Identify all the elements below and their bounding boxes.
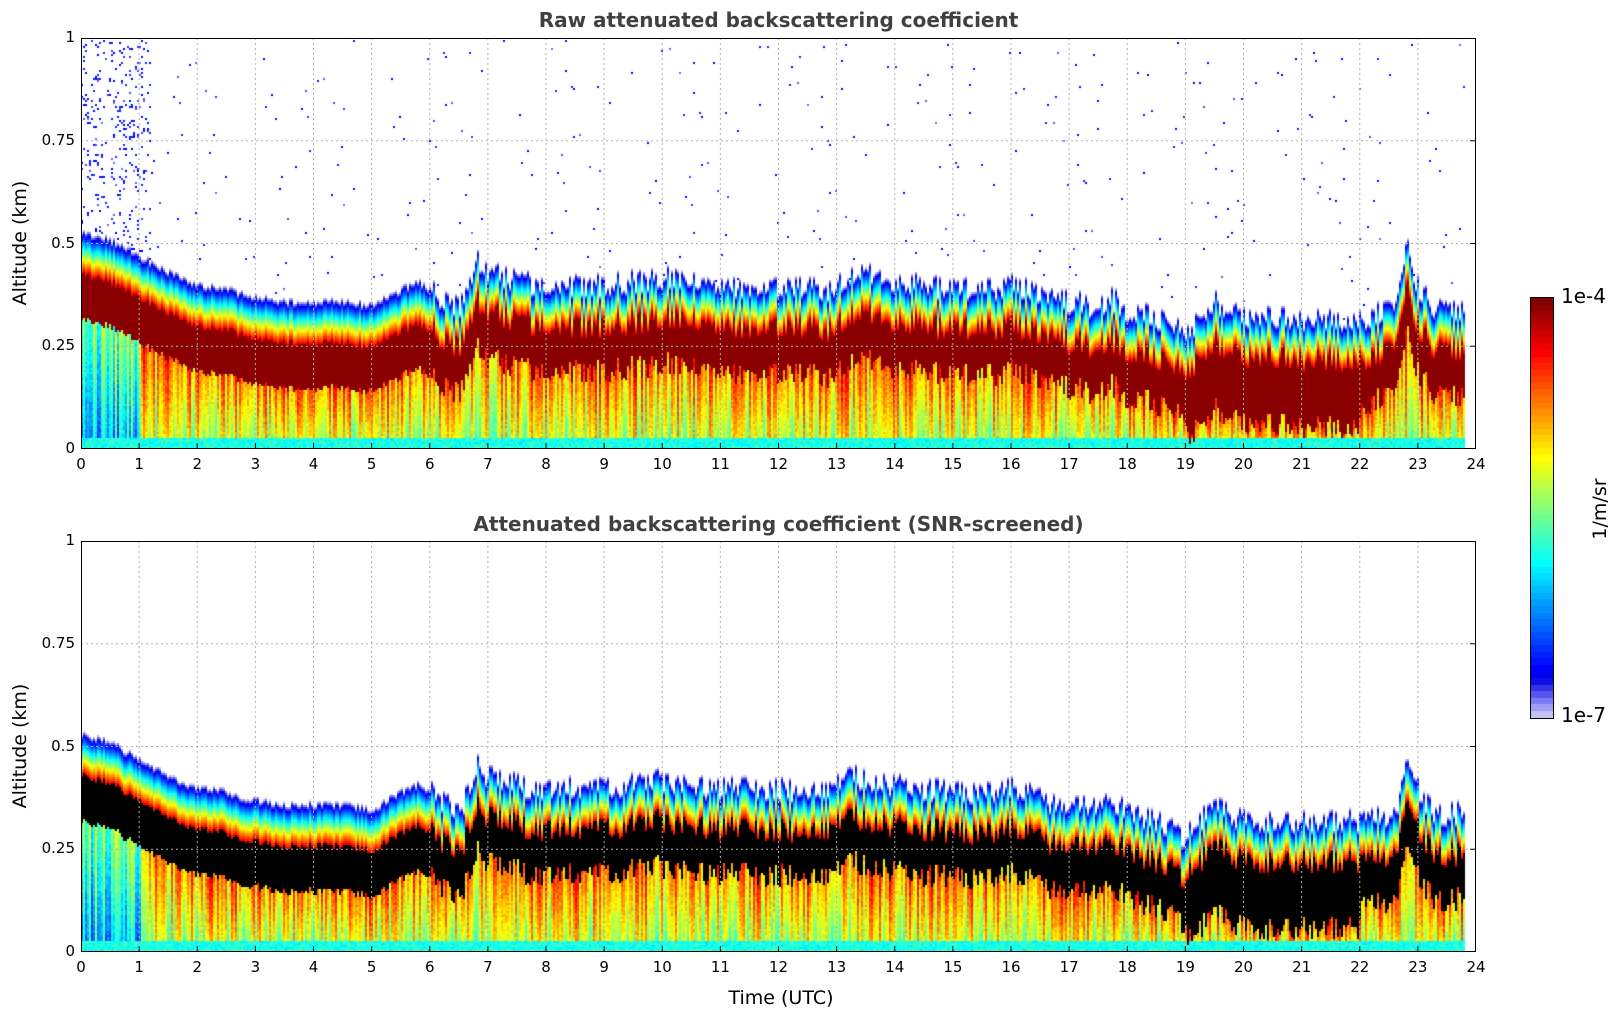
x-tick-label: 24 [1466,958,1486,976]
y-tick-label: 1 [65,28,75,46]
x-tick-label: 14 [885,455,905,473]
top-plot-title: Raw attenuated backscattering coefficien… [538,8,1019,32]
y-tick-label: 0 [65,942,75,960]
x-tick-label: 16 [1001,455,1021,473]
colorbar-min-label: 1e-7 [1561,703,1606,727]
x-tick-label: 10 [652,958,672,976]
colorbar-unit-label: 1/m/sr [1589,478,1611,540]
x-tick-label: 3 [250,958,261,976]
y-tick-label: 0.75 [41,130,75,149]
x-axis-label: Time (UTC) [728,987,834,1009]
top-y-axis-label: Altitude (km) [9,180,31,306]
x-tick-label: 17 [1059,455,1079,473]
x-tick-label: 10 [652,455,672,473]
x-tick-label: 22 [1350,455,1370,473]
x-tick-label: 23 [1408,958,1428,976]
x-tick-label: 0 [76,455,86,473]
y-tick-label: 0.25 [41,336,75,355]
x-tick-label: 0 [76,958,86,976]
x-tick-label: 11 [710,455,730,473]
x-tick-label: 9 [599,958,609,976]
x-tick-label: 12 [768,455,789,473]
x-tick-label: 7 [483,958,493,976]
colorbar-max-label: 1e-4 [1561,284,1606,308]
x-tick-label: 9 [599,455,609,473]
y-tick-label: 0.5 [51,736,75,755]
x-tick-label: 6 [424,958,435,976]
x-tick-label: 8 [541,455,551,473]
x-tick-label: 5 [366,958,377,976]
x-tick-label: 2 [192,958,203,976]
x-tick-label: 13 [827,958,847,976]
x-tick-label: 7 [483,455,493,473]
bottom-plot-title: Attenuated backscattering coefficient (S… [473,512,1084,536]
x-tick-label: 13 [827,455,847,473]
top-heatmap-panel [81,38,1476,449]
x-tick-label: 21 [1292,958,1312,976]
x-tick-label: 4 [308,455,319,473]
x-tick-label: 1 [134,455,144,473]
x-tick-label: 15 [943,455,963,473]
x-tick-label: 14 [885,958,905,976]
x-tick-label: 4 [308,958,319,976]
x-tick-label: 19 [1175,958,1195,976]
x-tick-label: 1 [134,958,144,976]
raw-backscatter-heatmap [81,38,1476,449]
x-tick-label: 15 [943,958,963,976]
y-tick-label: 0.75 [41,633,75,652]
x-tick-label: 5 [366,455,377,473]
colorbar [1530,297,1554,719]
x-tick-label: 3 [250,455,261,473]
x-tick-label: 12 [768,958,789,976]
x-tick-label: 16 [1001,958,1021,976]
x-tick-label: 20 [1233,455,1254,473]
snr-screened-heatmap [81,541,1476,952]
x-tick-label: 17 [1059,958,1079,976]
x-tick-label: 18 [1117,958,1137,976]
x-tick-label: 11 [710,958,730,976]
y-tick-label: 0.5 [51,233,75,252]
y-tick-label: 0 [65,439,75,457]
x-tick-label: 6 [424,455,435,473]
bottom-y-axis-label: Altitude (km) [9,683,31,809]
x-tick-label: 18 [1117,455,1137,473]
x-tick-label: 20 [1233,958,1254,976]
bottom-heatmap-panel [81,541,1476,952]
x-tick-label: 19 [1175,455,1195,473]
x-tick-label: 22 [1350,958,1370,976]
x-tick-label: 8 [541,958,551,976]
y-tick-label: 1 [65,531,75,549]
x-tick-label: 2 [192,455,203,473]
x-tick-label: 23 [1408,455,1428,473]
y-tick-label: 0.25 [41,839,75,858]
x-tick-label: 21 [1292,455,1312,473]
x-tick-label: 24 [1466,455,1486,473]
